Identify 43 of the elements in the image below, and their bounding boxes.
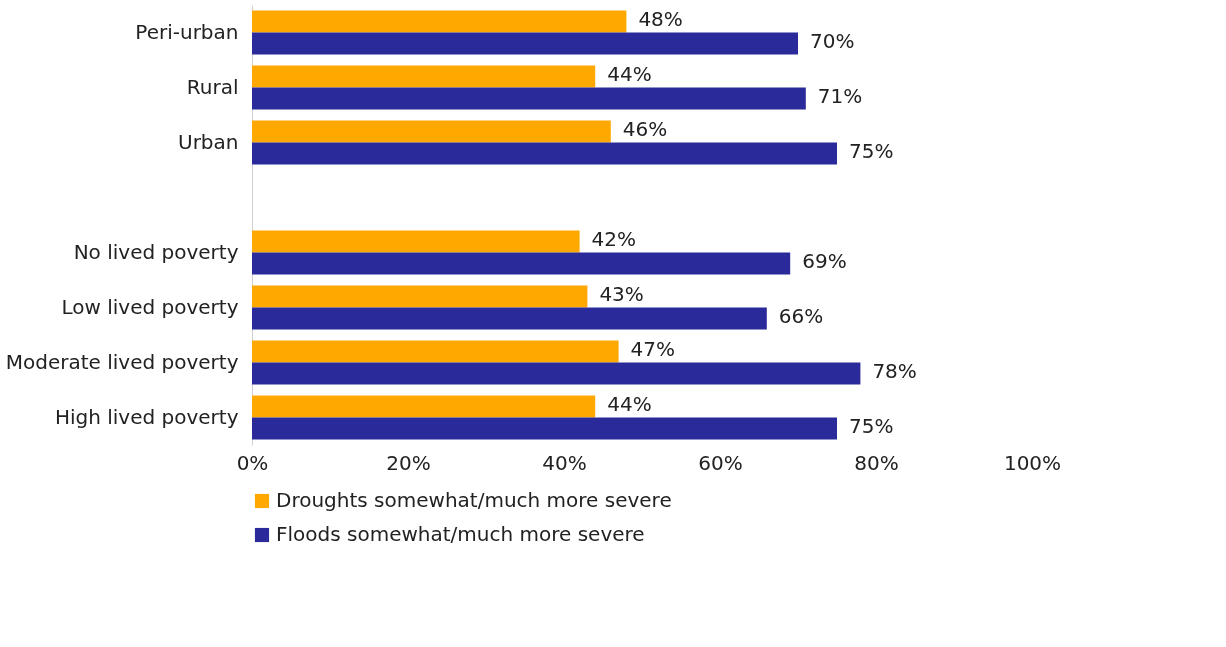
- x-tick-label: 20%: [386, 450, 431, 475]
- data-label: 69%: [802, 248, 847, 273]
- y-tick-label: Urban: [178, 129, 239, 154]
- data-label: 44%: [607, 391, 652, 416]
- y-tick-label: Moderate lived poverty: [5, 349, 239, 374]
- x-tick-label: 60%: [698, 450, 743, 475]
- y-tick-label: High lived poverty: [54, 404, 239, 429]
- bar: [252, 142, 837, 165]
- bar: [252, 340, 619, 363]
- legend-label: Droughts somewhat/much more severe: [276, 488, 672, 512]
- bar: [252, 395, 596, 418]
- data-label: 44%: [607, 61, 652, 86]
- y-tick-label: Rural: [186, 74, 239, 99]
- data-label: 43%: [599, 281, 644, 306]
- data-label: 75%: [849, 138, 894, 163]
- y-tick-label: Peri-urban: [135, 19, 239, 44]
- data-label: 71%: [817, 83, 863, 108]
- bar: [252, 120, 611, 143]
- bar: [252, 362, 861, 385]
- bar: [252, 65, 596, 88]
- data-label: 70%: [810, 28, 855, 53]
- y-tick-label: Low lived poverty: [61, 294, 239, 319]
- bar: [252, 307, 767, 330]
- data-label: 75%: [849, 413, 894, 438]
- data-label: 66%: [778, 303, 824, 328]
- x-tick-label: 40%: [542, 450, 587, 475]
- x-tick-label: 80%: [854, 450, 899, 475]
- data-label: 42%: [591, 226, 637, 251]
- data-label: 48%: [638, 6, 683, 31]
- bar: [252, 87, 806, 110]
- bar: [252, 285, 588, 308]
- data-label: 47%: [630, 336, 676, 361]
- bar: [252, 230, 580, 253]
- bar: [252, 32, 798, 55]
- bar: [252, 252, 791, 275]
- bar: [252, 417, 837, 440]
- bar: [252, 10, 627, 33]
- x-tick-label: 100%: [1003, 450, 1062, 475]
- data-label: 78%: [872, 358, 917, 383]
- y-tick-label: No lived poverty: [73, 239, 239, 264]
- data-label: 46%: [622, 116, 668, 141]
- legend-label: Floods somewhat/much more severe: [276, 522, 645, 546]
- x-tick-label: 0%: [236, 450, 269, 475]
